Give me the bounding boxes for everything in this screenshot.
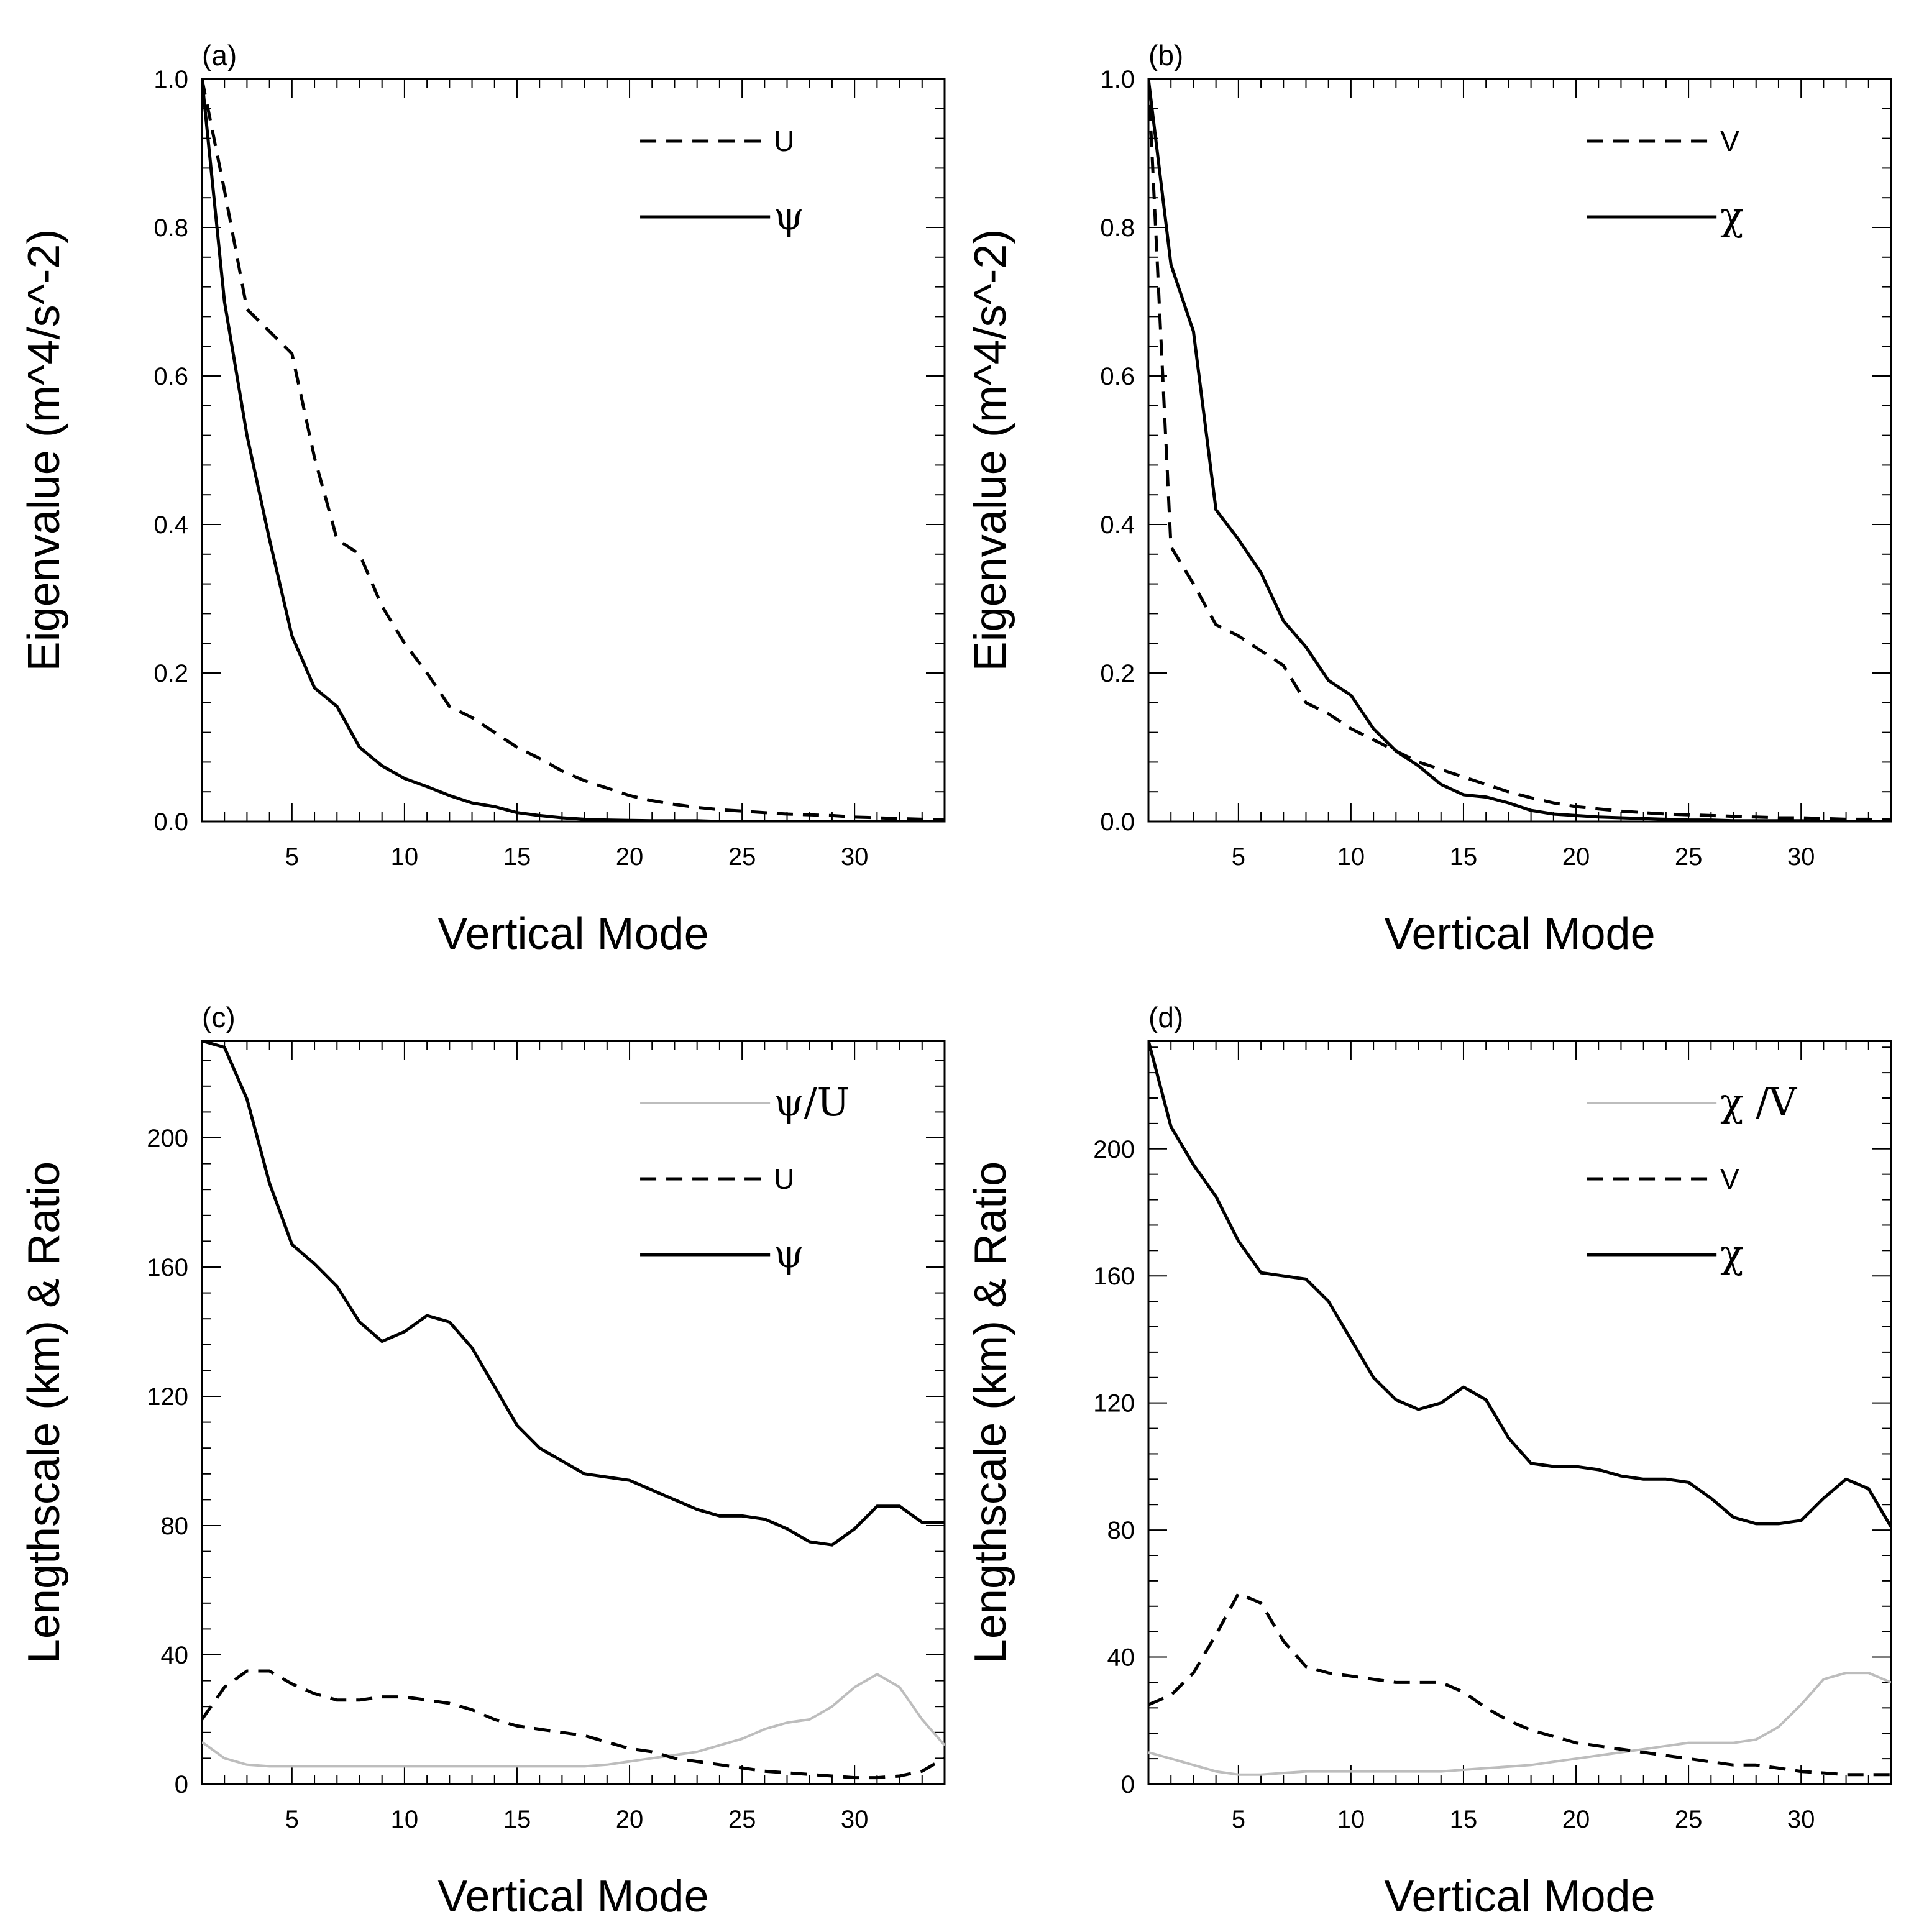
legend-label: ψ xyxy=(774,193,804,239)
legend-label: χ /V xyxy=(1720,1079,1797,1125)
plot-frame xyxy=(1147,78,1892,823)
x-tick-label: 30 xyxy=(841,843,869,871)
legend: Vχ xyxy=(1587,125,1744,239)
y-tick-label: 0.8 xyxy=(153,214,188,242)
y-tick-label: 0.2 xyxy=(1100,660,1135,687)
x-tick-label: 10 xyxy=(1337,843,1365,871)
plot-data xyxy=(1148,1041,1891,1777)
y-tick-label: 200 xyxy=(147,1125,188,1152)
series-line xyxy=(202,1669,945,1780)
series-line xyxy=(1148,1591,1891,1777)
panel-label: (a) xyxy=(202,39,237,71)
x-tick-label: 15 xyxy=(1450,1806,1478,1833)
x-tick-label: 10 xyxy=(391,1806,419,1833)
y-axis-title: Lengthscale (km) & Ratio xyxy=(966,1161,1015,1664)
y-tick-label: 160 xyxy=(147,1254,188,1281)
y-tick-label: 0.4 xyxy=(1100,511,1135,539)
y-tick-label: 1.0 xyxy=(153,66,188,93)
x-tick-label: 5 xyxy=(285,1806,299,1833)
x-tick-label: 30 xyxy=(1787,843,1815,871)
series-line xyxy=(1148,1672,1891,1776)
x-tick-label: 20 xyxy=(616,1806,644,1833)
x-tick-label: 25 xyxy=(1675,843,1703,871)
legend-label: χ xyxy=(1720,193,1744,239)
legend-label: V xyxy=(1720,1163,1739,1195)
plot-data xyxy=(202,1041,945,1780)
x-tick-label: 30 xyxy=(841,1806,869,1833)
legend: Uψ xyxy=(640,125,804,239)
series-line xyxy=(1148,79,1891,822)
x-tick-label: 5 xyxy=(1232,1806,1245,1833)
y-tick-label: 0.6 xyxy=(1100,363,1135,390)
series-line xyxy=(202,79,945,822)
x-tick-label: 20 xyxy=(1562,843,1590,871)
legend: χ /V Vχ xyxy=(1587,1079,1797,1276)
x-tick-label: 15 xyxy=(503,843,531,871)
y-tick-label: 80 xyxy=(161,1513,189,1540)
x-tick-label: 5 xyxy=(285,843,299,871)
y-tick-label: 0 xyxy=(175,1771,188,1798)
plot-frame xyxy=(1147,1040,1892,1785)
plot-data xyxy=(1148,79,1891,822)
y-tick-label: 160 xyxy=(1093,1263,1135,1290)
y-tick-label: 0.8 xyxy=(1100,214,1135,242)
x-tick-label: 15 xyxy=(503,1806,531,1833)
x-tick-label: 15 xyxy=(1450,843,1478,871)
y-tick-label: 120 xyxy=(147,1383,188,1411)
panel-label: (c) xyxy=(202,1001,236,1033)
legend-label: U xyxy=(774,1163,794,1195)
legend-label: χ xyxy=(1720,1231,1744,1276)
y-tick-label: 120 xyxy=(1093,1390,1135,1417)
legend-label: ψ/U xyxy=(774,1079,850,1125)
chart-panel-d: (d) 5 10 15 20 25 30 0 40 80 120 160 200 Vertical Mod… xyxy=(966,1001,1892,1921)
legend-label: ψ xyxy=(774,1231,804,1276)
x-tick-label: 25 xyxy=(728,1806,756,1833)
panel-label: (b) xyxy=(1148,39,1183,71)
chart-panel-c: (c) 5 10 15 20 25 30 0 40 80 120 160 200 Vertical Mod… xyxy=(19,1001,946,1921)
legend: ψ/U Uψ xyxy=(640,1079,850,1276)
y-tick-label: 1.0 xyxy=(1100,66,1135,93)
x-axis-title: Vertical Mode xyxy=(1384,1872,1655,1921)
series-line xyxy=(202,1041,945,1547)
legend-label: U xyxy=(774,125,794,157)
x-axis-title: Vertical Mode xyxy=(437,909,708,959)
y-tick-label: 80 xyxy=(1107,1517,1135,1544)
y-tick-label: 0.6 xyxy=(153,363,188,390)
y-tick-label: 0 xyxy=(1121,1771,1135,1798)
y-tick-label: 200 xyxy=(1093,1136,1135,1163)
x-tick-label: 20 xyxy=(1562,1806,1590,1833)
y-tick-label: 40 xyxy=(1107,1644,1135,1672)
x-tick-label: 5 xyxy=(1232,843,1245,871)
y-tick-label: 0.0 xyxy=(1100,808,1135,836)
series-line xyxy=(202,79,945,822)
x-tick-label: 20 xyxy=(616,843,644,871)
y-tick-label: 0.4 xyxy=(153,511,188,539)
chart-panel-a: (a) 5 10 15 20 25 30 0.0 0.2 0.4 0.6 0.8 1.0 Vertical… xyxy=(19,39,946,959)
y-axis-title: Eigenvalue (m^4/s^-2) xyxy=(966,229,1015,672)
x-tick-label: 25 xyxy=(1675,1806,1703,1833)
chart-panel-b: (b) 5 10 15 20 25 30 0.0 0.2 0.4 0.6 0.8 1.0 Vertical… xyxy=(966,39,1892,959)
plot-frame xyxy=(201,1040,946,1785)
plot-data xyxy=(202,79,945,822)
series-line xyxy=(202,1673,945,1768)
series-line xyxy=(1148,1041,1891,1528)
y-tick-label: 0.2 xyxy=(153,660,188,687)
y-tick-label: 0.0 xyxy=(153,808,188,836)
x-tick-label: 10 xyxy=(391,843,419,871)
y-axis-title: Lengthscale (km) & Ratio xyxy=(19,1161,69,1664)
panel-label: (d) xyxy=(1148,1001,1183,1033)
y-axis-title: Eigenvalue (m^4/s^-2) xyxy=(19,229,69,672)
x-tick-label: 30 xyxy=(1787,1806,1815,1833)
series-line xyxy=(1148,79,1891,822)
x-tick-label: 10 xyxy=(1337,1806,1365,1833)
x-axis-title: Vertical Mode xyxy=(437,1872,708,1921)
x-axis-title: Vertical Mode xyxy=(1384,909,1655,959)
plot-frame xyxy=(201,78,946,823)
legend-label: V xyxy=(1720,125,1739,157)
y-tick-label: 40 xyxy=(161,1642,189,1669)
x-tick-label: 25 xyxy=(728,843,756,871)
